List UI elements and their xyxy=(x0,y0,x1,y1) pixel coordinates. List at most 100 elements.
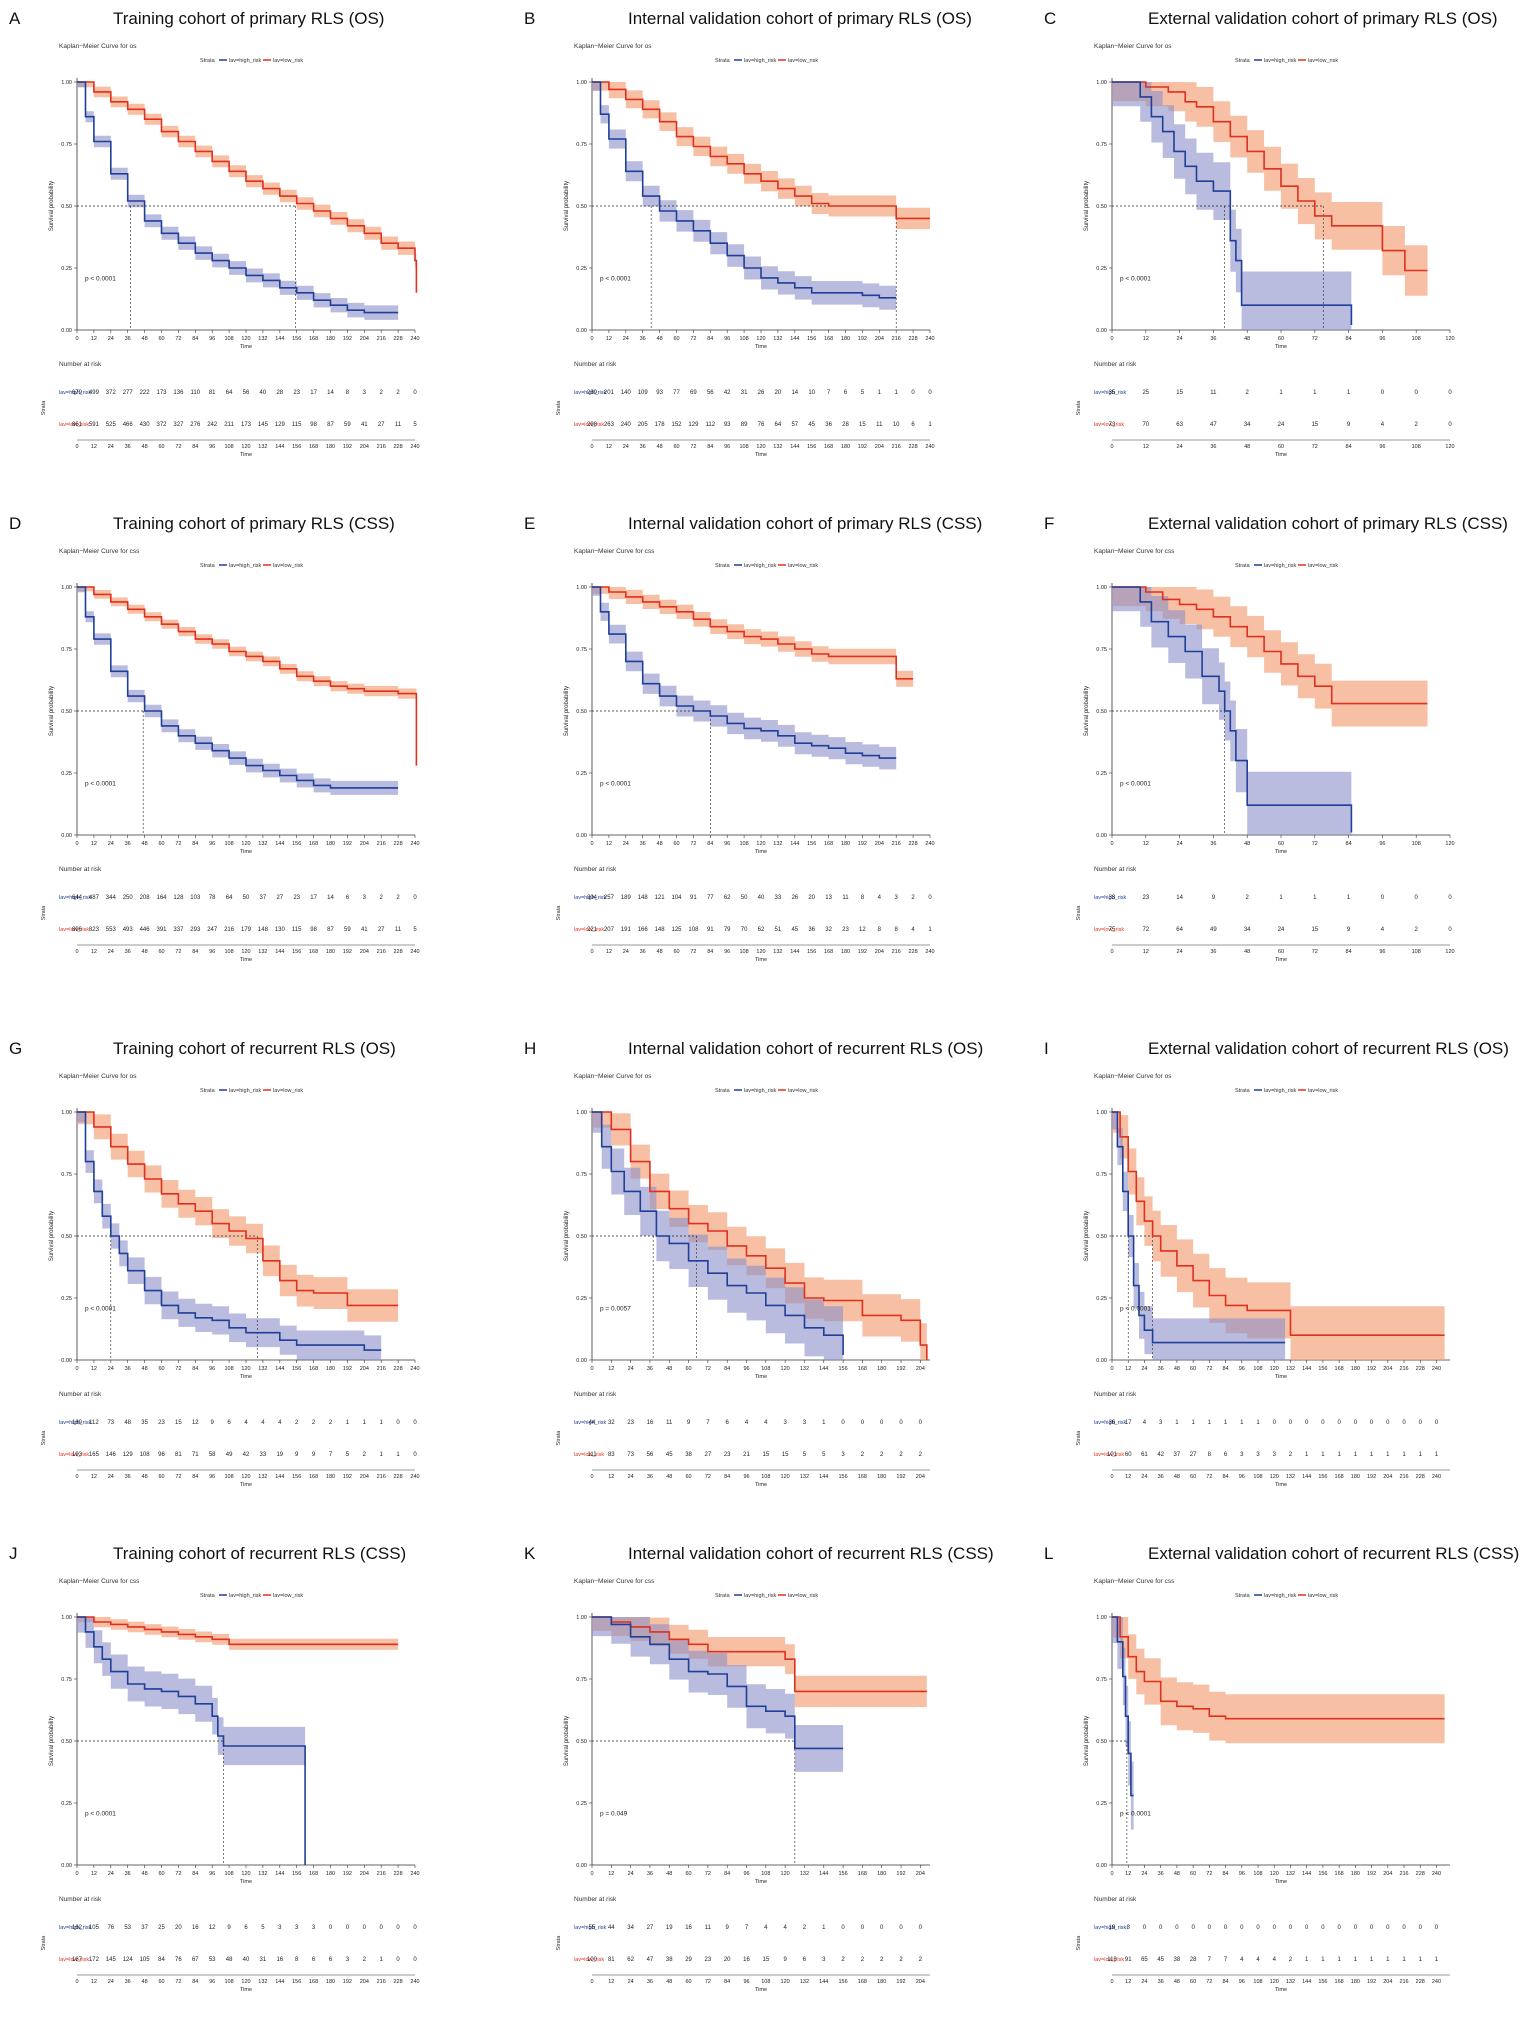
x-tick-label: 60 xyxy=(1278,336,1284,342)
x-tick-label: 36 xyxy=(125,1871,131,1877)
risk-count-high: 0 xyxy=(919,1420,923,1426)
x-tick-label: 192 xyxy=(896,1871,905,1877)
y-tick-label: 0.00 xyxy=(61,328,72,334)
y-axis-label: Survival probability xyxy=(564,181,570,231)
x-tick-label: 120 xyxy=(241,336,250,342)
risk-count-low: 187 xyxy=(72,1957,83,1963)
risk-table-tick-label: 216 xyxy=(377,949,386,955)
risk-count-high: 1 xyxy=(1279,895,1283,901)
risk-table-tick-label: 120 xyxy=(241,444,250,450)
y-tick-label: 1.00 xyxy=(576,80,587,86)
risk-count-low: 0 xyxy=(413,1957,417,1963)
risk-count-low: 1 xyxy=(1305,1452,1309,1458)
risk-count-low: 24 xyxy=(1278,927,1285,933)
risk-count-high: 3 xyxy=(312,1925,316,1931)
risk-table-tick-label: 48 xyxy=(1174,1474,1180,1480)
y-tick-label: 0.75 xyxy=(1096,647,1107,653)
y-tick-label: 0.00 xyxy=(61,1863,72,1869)
risk-count-high: 0 xyxy=(1191,1925,1195,1931)
legend-low-label: lav=low_risk xyxy=(1308,563,1338,569)
risk-table-tick-label: 96 xyxy=(209,949,215,955)
high-risk-survival-curve xyxy=(77,1616,306,1865)
chart-subtitle: Kaplan−Meier Curve for os xyxy=(59,1073,137,1080)
panel-letter: E xyxy=(524,514,535,533)
risk-table-tick-label: 240 xyxy=(410,1979,419,1985)
risk-count-low: 145 xyxy=(258,422,269,428)
high-risk-survival-curve xyxy=(77,586,399,789)
x-tick-label: 0 xyxy=(75,1366,78,1372)
x-axis-label: Time xyxy=(1275,344,1287,350)
risk-count-low: 15 xyxy=(859,422,866,428)
x-tick-label: 72 xyxy=(705,1366,711,1372)
risk-table-tick-label: 60 xyxy=(1278,444,1284,450)
x-tick-label: 228 xyxy=(1416,1871,1425,1877)
risk-count-high: 14 xyxy=(327,895,334,901)
x-tick-label: 108 xyxy=(1412,841,1421,847)
y-tick-label: 1.00 xyxy=(61,585,72,591)
risk-count-low: 221 xyxy=(587,927,598,933)
risk-count-low: 28 xyxy=(842,422,849,428)
x-tick-label: 156 xyxy=(292,1871,301,1877)
risk-count-low: 125 xyxy=(671,927,682,933)
y-tick-label: 0.00 xyxy=(576,1358,587,1364)
risk-count-low: 47 xyxy=(1210,422,1217,428)
risk-count-high: 4 xyxy=(244,1420,248,1426)
risk-count-high: 4 xyxy=(278,1420,282,1426)
risk-count-low: 1 xyxy=(1370,1452,1374,1458)
risk-count-high: 2 xyxy=(396,895,400,901)
x-tick-label: 204 xyxy=(1383,1366,1392,1372)
low-risk-survival-curve xyxy=(77,586,418,766)
y-tick-label: 0.25 xyxy=(61,266,72,272)
y-axis-label: Survival probability xyxy=(1084,686,1090,736)
x-tick-label: 204 xyxy=(875,841,884,847)
x-tick-label: 216 xyxy=(377,841,386,847)
x-tick-label: 72 xyxy=(1206,1871,1212,1877)
risk-table-tick-label: 156 xyxy=(807,444,816,450)
risk-table-tick-label: 204 xyxy=(360,1474,369,1480)
risk-count-low: 1 xyxy=(928,927,932,933)
risk-table-tick-label: 144 xyxy=(790,949,799,955)
x-tick-label: 60 xyxy=(686,1871,692,1877)
high-risk-ci-band xyxy=(77,1617,306,1865)
risk-count-low: 178 xyxy=(655,422,666,428)
risk-count-high: 644 xyxy=(72,895,83,901)
x-axis-label: Time xyxy=(1275,1879,1287,1885)
risk-table-tick-label: 60 xyxy=(1278,949,1284,955)
risk-table-tick-label: 120 xyxy=(1445,444,1454,450)
y-tick-label: 0.75 xyxy=(1096,1677,1107,1683)
x-tick-label: 48 xyxy=(1244,336,1250,342)
risk-count-low: 49 xyxy=(1210,927,1217,933)
risk-table-tick-label: 84 xyxy=(724,1979,730,1985)
risk-table-tick-label: 96 xyxy=(1379,949,1385,955)
legend-high-label: lav=high_risk xyxy=(744,1088,777,1094)
risk-count-low: 5 xyxy=(413,422,417,428)
risk-table-tick-label: 84 xyxy=(192,444,198,450)
risk-count-low: 11 xyxy=(876,422,883,428)
x-axis-label: Time xyxy=(755,1374,767,1380)
risk-table-tick-label: 156 xyxy=(292,444,301,450)
panel-j: J Training cohort of recurrent RLS (CSS) K… xyxy=(5,1535,505,2035)
risk-count-high: 23 xyxy=(293,390,300,396)
chart-subtitle: Kaplan−Meier Curve for os xyxy=(574,43,652,50)
y-tick-label: 0.75 xyxy=(1096,1172,1107,1178)
risk-count-high: 7 xyxy=(827,390,831,396)
risk-table-tick-label: 120 xyxy=(1445,949,1454,955)
risk-count-high: 3 xyxy=(295,1925,299,1931)
risk-count-high: 0 xyxy=(1224,1925,1228,1931)
risk-count-low: 76 xyxy=(175,1957,182,1963)
x-tick-label: 72 xyxy=(175,841,181,847)
x-tick-label: 48 xyxy=(142,841,148,847)
risk-table-tick-label: 12 xyxy=(606,949,612,955)
x-tick-label: 0 xyxy=(1110,1871,1113,1877)
x-tick-label: 36 xyxy=(125,336,131,342)
risk-count-low: 2 xyxy=(363,1957,367,1963)
chart-subtitle: Kaplan−Meier Curve for css xyxy=(1094,1578,1175,1585)
risk-table-tick-label: 240 xyxy=(925,444,934,450)
risk-count-high: 0 xyxy=(1381,895,1385,901)
risk-count-low: 823 xyxy=(89,927,100,933)
x-tick-label: 84 xyxy=(1346,841,1352,847)
y-tick-label: 1.00 xyxy=(576,585,587,591)
risk-count-high: 8 xyxy=(861,895,865,901)
risk-count-high: 0 xyxy=(841,1420,845,1426)
risk-count-low: 59 xyxy=(344,927,351,933)
